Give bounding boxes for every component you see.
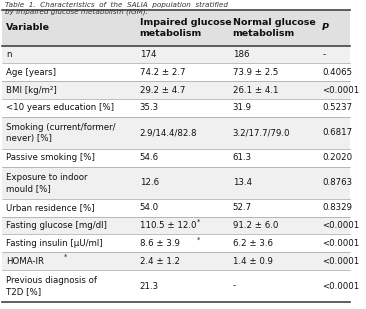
- Text: Fasting insulin [μU/ml]: Fasting insulin [μU/ml]: [6, 239, 102, 248]
- Text: 1.4 ± 0.9: 1.4 ± 0.9: [233, 257, 273, 266]
- Text: Exposure to indoor
mould [%]: Exposure to indoor mould [%]: [6, 173, 87, 193]
- Text: Fasting insulin [μU/ml]: Fasting insulin [μU/ml]: [6, 239, 102, 248]
- Text: 29.2 ± 4.7: 29.2 ± 4.7: [139, 86, 185, 95]
- Text: 26.1 ± 4.1: 26.1 ± 4.1: [233, 86, 278, 95]
- Text: -: -: [322, 50, 325, 59]
- Text: <10 years education [%]: <10 years education [%]: [6, 104, 114, 112]
- Text: 73.9 ± 2.5: 73.9 ± 2.5: [233, 68, 278, 77]
- Text: <0.0001: <0.0001: [322, 281, 359, 291]
- Bar: [3, 252, 350, 270]
- Text: Fasting glucose [mg/dl]: Fasting glucose [mg/dl]: [6, 221, 107, 230]
- Bar: [3, 10, 350, 45]
- Bar: [3, 235, 350, 252]
- Bar: [3, 81, 350, 99]
- Text: 52.7: 52.7: [233, 203, 252, 212]
- Text: 3.2/17.7/79.0: 3.2/17.7/79.0: [233, 128, 290, 138]
- Text: 0.5237: 0.5237: [322, 104, 352, 112]
- Text: 110.5 ± 12.0: 110.5 ± 12.0: [139, 221, 196, 230]
- Bar: [3, 45, 350, 63]
- Text: Previous diagnosis of
T2D [%]: Previous diagnosis of T2D [%]: [6, 276, 97, 296]
- Text: Impaired glucose
metabolism: Impaired glucose metabolism: [139, 18, 231, 38]
- Bar: [3, 217, 350, 235]
- Text: 0.8763: 0.8763: [322, 178, 352, 187]
- Text: 8.6 ± 3.9: 8.6 ± 3.9: [139, 239, 179, 248]
- Text: 91.2 ± 6.0: 91.2 ± 6.0: [233, 221, 278, 230]
- Bar: [3, 270, 350, 302]
- Text: <0.0001: <0.0001: [322, 239, 359, 248]
- Bar: [3, 149, 350, 167]
- Text: Age [years]: Age [years]: [6, 68, 56, 77]
- Text: 186: 186: [233, 50, 249, 59]
- Text: P: P: [322, 23, 329, 32]
- Text: 54.6: 54.6: [139, 153, 158, 162]
- Text: Passive smoking [%]: Passive smoking [%]: [6, 153, 95, 162]
- Text: 54.0: 54.0: [139, 203, 158, 212]
- Text: *: *: [197, 236, 200, 243]
- Text: <0.0001: <0.0001: [322, 86, 359, 95]
- Text: 12.6: 12.6: [139, 178, 158, 187]
- Text: 21.3: 21.3: [139, 281, 158, 291]
- Text: *: *: [64, 254, 67, 260]
- Text: Table  1.  Characteristics  of  the  SALIA  population  stratified
by impaired g: Table 1. Characteristics of the SALIA po…: [5, 2, 228, 15]
- Text: <0.0001: <0.0001: [322, 257, 359, 266]
- Text: 0.8329: 0.8329: [322, 203, 352, 212]
- Text: HOMA-IR: HOMA-IR: [6, 257, 44, 266]
- Text: Normal glucose
metabolism: Normal glucose metabolism: [233, 18, 315, 38]
- Bar: [3, 117, 350, 149]
- Text: n: n: [6, 50, 11, 59]
- Bar: [3, 199, 350, 217]
- Text: 35.3: 35.3: [139, 104, 158, 112]
- Text: -: -: [233, 281, 236, 291]
- Text: 174: 174: [139, 50, 156, 59]
- Text: BMI [kg/m²]: BMI [kg/m²]: [6, 86, 57, 95]
- Bar: [3, 167, 350, 199]
- Text: 6.2 ± 3.6: 6.2 ± 3.6: [233, 239, 273, 248]
- Text: 2.9/14.4/82.8: 2.9/14.4/82.8: [139, 128, 197, 138]
- Text: 61.3: 61.3: [233, 153, 252, 162]
- Text: 0.4065: 0.4065: [322, 68, 352, 77]
- Text: 0.2020: 0.2020: [322, 153, 352, 162]
- Text: <0.0001: <0.0001: [322, 221, 359, 230]
- Bar: [3, 99, 350, 117]
- Text: Variable: Variable: [6, 23, 50, 32]
- Text: 0.6817: 0.6817: [322, 128, 352, 138]
- Text: 2.4 ± 1.2: 2.4 ± 1.2: [139, 257, 180, 266]
- Bar: [3, 63, 350, 81]
- Text: Urban residence [%]: Urban residence [%]: [6, 203, 94, 212]
- Text: Fasting glucose [mg/dl]: Fasting glucose [mg/dl]: [6, 221, 107, 230]
- Text: 74.2 ± 2.7: 74.2 ± 2.7: [139, 68, 185, 77]
- Text: *: *: [197, 218, 200, 225]
- Text: 31.9: 31.9: [233, 104, 252, 112]
- Text: Smoking (current/former/
never) [%]: Smoking (current/former/ never) [%]: [6, 123, 115, 143]
- Text: HOMA-IR: HOMA-IR: [6, 257, 44, 266]
- Text: 13.4: 13.4: [233, 178, 252, 187]
